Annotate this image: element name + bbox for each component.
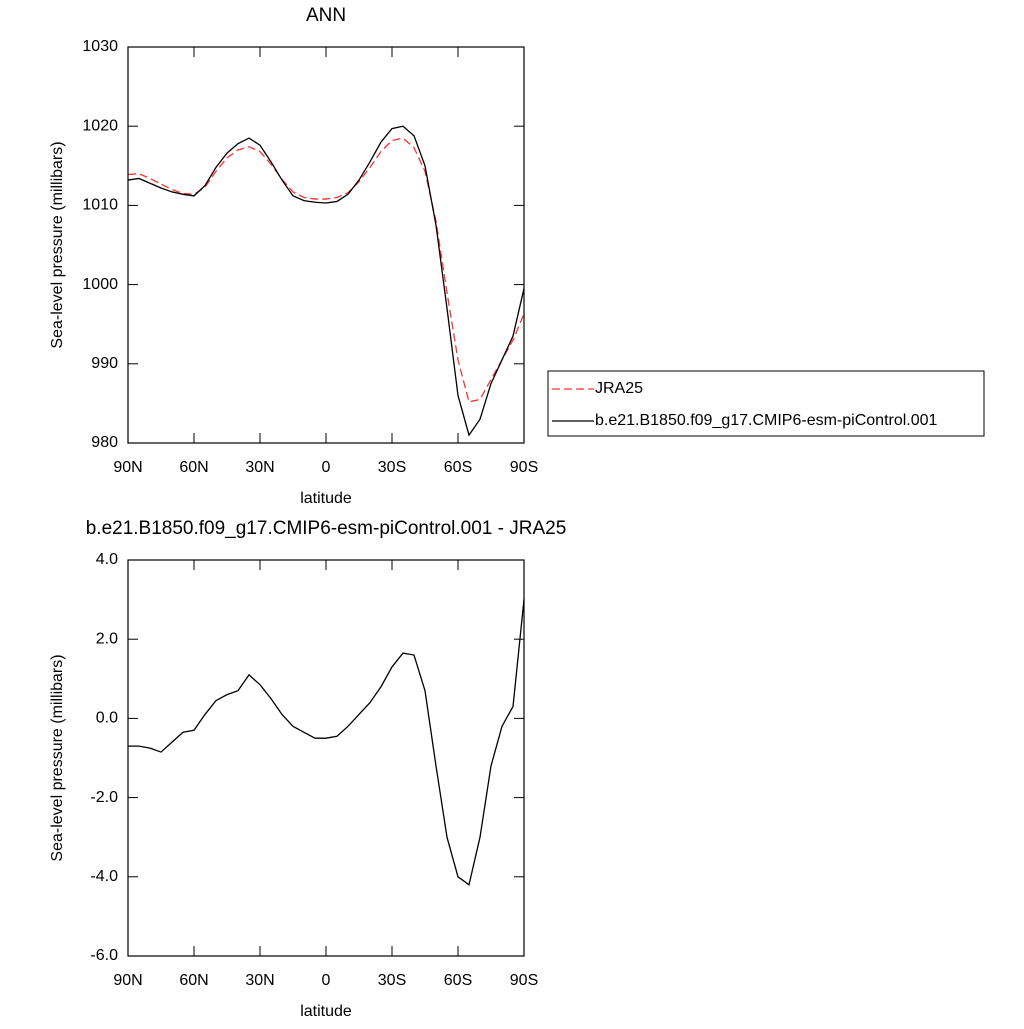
x-tick-label: 30N [245, 972, 274, 989]
y-tick-label: 4.0 [96, 551, 118, 568]
y-tick-label: 2.0 [96, 630, 118, 647]
data-line [128, 599, 525, 886]
x-tick-label: 0 [322, 972, 331, 989]
x-tick-label: 90S [510, 972, 538, 989]
chart-title: ANN [306, 5, 346, 26]
y-tick-label: -4.0 [90, 868, 118, 885]
y-tick-label: -2.0 [90, 789, 118, 806]
x-tick-label: 90S [510, 459, 538, 476]
y-tick-label: 980 [91, 434, 118, 451]
x-tick-label: 90N [113, 972, 142, 989]
x-tick-label: 30S [378, 459, 406, 476]
y-tick-label: 1000 [82, 276, 118, 293]
x-tick-label: 30N [245, 459, 274, 476]
chart-title: b.e21.B1850.f09_g17.CMIP6-esm-piControl.… [86, 518, 567, 539]
data-line [127, 125, 525, 437]
y-tick-label: 1020 [82, 117, 118, 134]
x-axis-label: latitude [300, 490, 352, 507]
y-axis-label: Sea-level pressure (millibars) [49, 141, 66, 348]
data-line [127, 137, 525, 403]
plot-frame [127, 46, 525, 444]
y-tick-label: 0.0 [96, 710, 118, 727]
x-tick-label: 60S [444, 972, 472, 989]
y-axis-label: Sea-level pressure (millibars) [49, 654, 66, 861]
y-tick-label: 1010 [82, 197, 118, 214]
legend-label: b.e21.B1850.f09_g17.CMIP6-esm-piControl.… [595, 412, 938, 429]
x-tick-label: 60S [444, 459, 472, 476]
legend-box [547, 370, 985, 437]
y-tick-label: -6.0 [90, 947, 118, 964]
legend-label: JRA25 [595, 380, 643, 397]
x-axis-label: latitude [300, 1003, 352, 1020]
y-tick-label: 990 [91, 355, 118, 372]
x-tick-label: 60N [179, 972, 208, 989]
y-tick-label: 1030 [82, 38, 118, 55]
x-tick-label: 60N [179, 459, 208, 476]
x-tick-label: 0 [322, 459, 331, 476]
plot-frame [127, 559, 525, 957]
x-tick-label: 30S [378, 972, 406, 989]
x-tick-label: 90N [113, 459, 142, 476]
